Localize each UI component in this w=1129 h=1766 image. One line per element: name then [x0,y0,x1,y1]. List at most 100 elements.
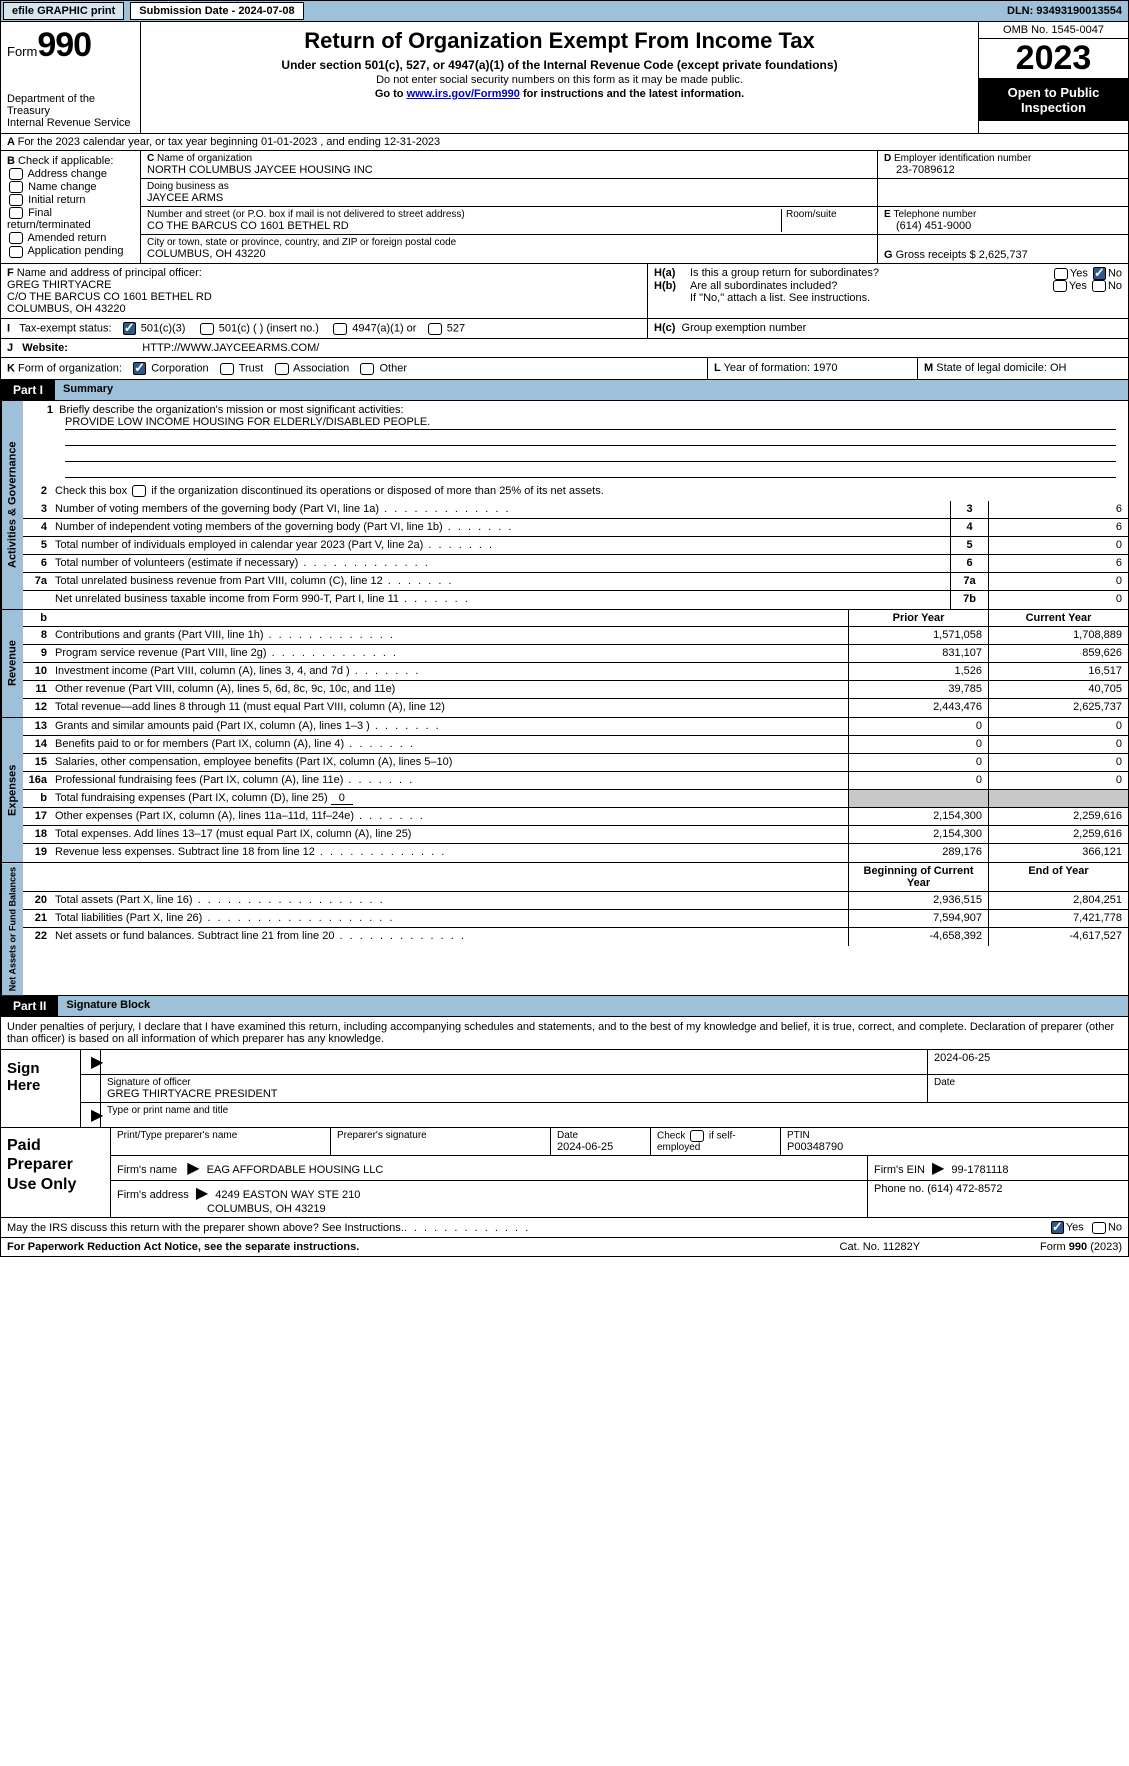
sig-officer-name: GREG THIRTYACRE PRESIDENT [107,1088,921,1100]
chk-4947[interactable] [333,323,347,335]
chk-trust[interactable] [220,363,234,375]
year-formation-label: Year of formation: [724,362,810,374]
may-discuss-row: May the IRS discuss this return with the… [0,1218,1129,1238]
line7b-value: 0 [988,591,1128,609]
checkbox-final[interactable] [9,207,23,219]
officer-group-block: F Name and address of principal officer:… [0,264,1129,319]
opt-amended: Amended return [27,232,106,244]
officer-addr2: COLUMBUS, OH 43220 [7,303,126,315]
checkbox-amended[interactable] [9,232,23,244]
chk-corp[interactable] [133,362,146,375]
line4-value: 6 [988,519,1128,536]
chk-self-employed[interactable] [690,1130,704,1142]
line15-prior: 0 [848,754,988,771]
line15-label: Salaries, other compensation, employee b… [51,754,848,771]
ha-no[interactable] [1093,267,1106,280]
line12-label: Total revenue—add lines 8 through 11 (mu… [51,699,848,717]
chk-501c[interactable] [200,323,214,335]
website-label: Website: [22,342,142,354]
line9-prior: 831,107 [848,645,988,662]
goto-link[interactable]: www.irs.gov/Form990 [407,88,520,100]
line18-prior: 2,154,300 [848,826,988,843]
chk-assoc[interactable] [275,363,289,375]
addr-label: Number and street (or P.O. box if mail i… [147,209,781,220]
website-value: HTTP://WWW.JAYCEEARMS.COM/ [142,342,319,354]
may-discuss-label: May the IRS discuss this return with the… [7,1222,404,1234]
checkbox-name-change[interactable] [9,181,23,193]
may-no[interactable] [1092,1222,1106,1234]
dba-label: Doing business as [147,181,871,192]
prep-name-label: Print/Type preparer's name [117,1130,324,1141]
chk-discontinued[interactable] [132,485,146,497]
omb-number: OMB No. 1545-0047 [979,22,1128,39]
yes-label: Yes [1070,267,1088,279]
year-formation-value: 1970 [813,362,837,374]
dept-treasury: Department of the Treasury [7,93,134,117]
hb-no[interactable] [1092,280,1106,292]
firm-ein-label: Firm's EIN [874,1164,925,1176]
may-yes[interactable] [1051,1221,1064,1234]
ha-yes[interactable] [1054,268,1068,280]
org-name-label: Name of organization [157,153,252,164]
part2-label: Part II [1,996,58,1016]
line13-label: Grants and similar amounts paid (Part IX… [51,718,848,735]
opt-trust: Trust [239,362,264,374]
firm-addr1: 4249 EASTON WAY STE 210 [215,1189,360,1201]
chk-501c3[interactable] [123,322,136,335]
prep-date-label: Date [557,1130,644,1141]
part1-title: Summary [55,380,1128,400]
beg-year-hdr: Beginning of Current Year [848,863,988,891]
firm-phone-label: Phone no. [874,1183,924,1195]
line10-prior: 1,526 [848,663,988,680]
dln-label: DLN: 93493190013554 [1007,5,1122,17]
row-a-tax-year: A For the 2023 calendar year, or tax yea… [0,134,1129,151]
no-label: No [1108,267,1122,279]
end-year-hdr: End of Year [988,863,1128,891]
form-prefix: Form [7,44,37,59]
line7a-value: 0 [988,573,1128,590]
line19-prior: 289,176 [848,844,988,862]
line16b-current-shade [988,790,1128,807]
efile-button[interactable]: efile GRAPHIC print [3,2,124,20]
hb-yes[interactable] [1053,280,1067,292]
line16a-prior: 0 [848,772,988,789]
firm-addr-label: Firm's address [117,1189,189,1201]
line5-label: Total number of individuals employed in … [51,537,950,554]
line18-current: 2,259,616 [988,826,1128,843]
checkbox-app-pending[interactable] [9,246,23,258]
form-title: Return of Organization Exempt From Incom… [147,28,972,54]
phone-value: (614) 451-9000 [884,220,1122,232]
opt-app-pending: Application pending [27,245,123,257]
mission-text: PROVIDE LOW INCOME HOUSING FOR ELDERLY/D… [65,416,1116,430]
no-label-2: No [1108,280,1122,292]
line19-current: 366,121 [988,844,1128,862]
part1-header: Part I Summary [0,380,1129,401]
form-header: Form990 Department of the Treasury Inter… [0,22,1129,134]
form-subtitle: Under section 501(c), 527, or 4947(a)(1)… [147,58,972,72]
officer-label: Name and address of principal officer: [17,267,202,279]
checkbox-addr-change[interactable] [9,168,23,180]
phone-label: Telephone number [893,209,976,220]
checkbox-initial[interactable] [9,194,23,206]
room-label: Room/suite [786,209,871,220]
goto-tail: for instructions and the latest informat… [520,88,744,100]
opt-addr-change: Address change [27,168,107,180]
ptin-label: PTIN [787,1130,1122,1141]
chk-other[interactable] [360,363,374,375]
line5-value: 0 [988,537,1128,554]
form-number: 990 [37,26,91,64]
line21-current: 7,421,778 [988,910,1128,927]
firm-phone: (614) 472-8572 [927,1183,1002,1195]
chk-527[interactable] [428,323,442,335]
top-toolbar: efile GRAPHIC print Submission Date - 20… [0,0,1129,22]
ptin-value: P00348790 [787,1141,1122,1153]
line1-label: Briefly describe the organization's miss… [59,404,403,416]
line8-prior: 1,571,058 [848,627,988,644]
line8-current: 1,708,889 [988,627,1128,644]
ein-value: 23-7089612 [884,164,1122,176]
form-org-label: Form of organization: [18,362,122,374]
opt-527: 527 [447,322,465,334]
check-applicable-label: Check if applicable: [18,155,113,167]
opt-other: Other [379,362,407,374]
tab-governance: Activities & Governance [1,401,23,609]
